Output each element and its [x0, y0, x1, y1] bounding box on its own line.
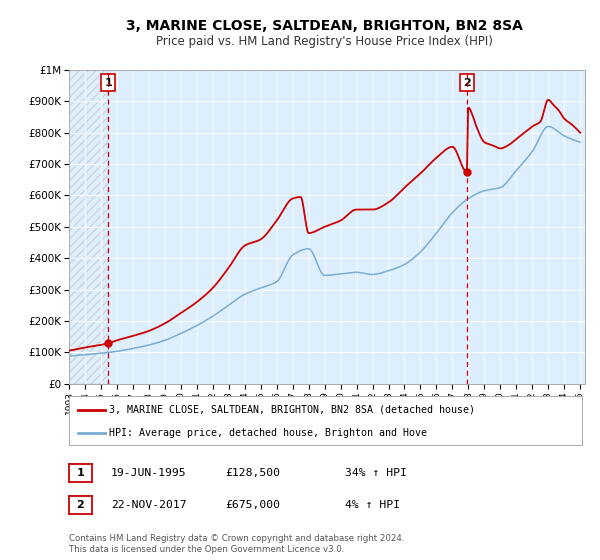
Text: Price paid vs. HM Land Registry's House Price Index (HPI): Price paid vs. HM Land Registry's House …	[155, 35, 493, 49]
Text: Contains HM Land Registry data © Crown copyright and database right 2024.: Contains HM Land Registry data © Crown c…	[69, 534, 404, 543]
Text: 3, MARINE CLOSE, SALTDEAN, BRIGHTON, BN2 8SA (detached house): 3, MARINE CLOSE, SALTDEAN, BRIGHTON, BN2…	[109, 405, 475, 415]
Text: 1: 1	[104, 77, 112, 87]
Text: 2: 2	[463, 77, 470, 87]
Text: 4% ↑ HPI: 4% ↑ HPI	[345, 500, 400, 510]
Text: 3, MARINE CLOSE, SALTDEAN, BRIGHTON, BN2 8SA: 3, MARINE CLOSE, SALTDEAN, BRIGHTON, BN2…	[125, 18, 523, 32]
Text: 19-JUN-1995: 19-JUN-1995	[111, 468, 187, 478]
Text: 1: 1	[77, 468, 84, 478]
Text: 22-NOV-2017: 22-NOV-2017	[111, 500, 187, 510]
Text: 34% ↑ HPI: 34% ↑ HPI	[345, 468, 407, 478]
Text: 2: 2	[77, 500, 84, 510]
Text: This data is licensed under the Open Government Licence v3.0.: This data is licensed under the Open Gov…	[69, 545, 344, 554]
Text: HPI: Average price, detached house, Brighton and Hove: HPI: Average price, detached house, Brig…	[109, 428, 427, 438]
Text: £675,000: £675,000	[225, 500, 280, 510]
Text: £128,500: £128,500	[225, 468, 280, 478]
